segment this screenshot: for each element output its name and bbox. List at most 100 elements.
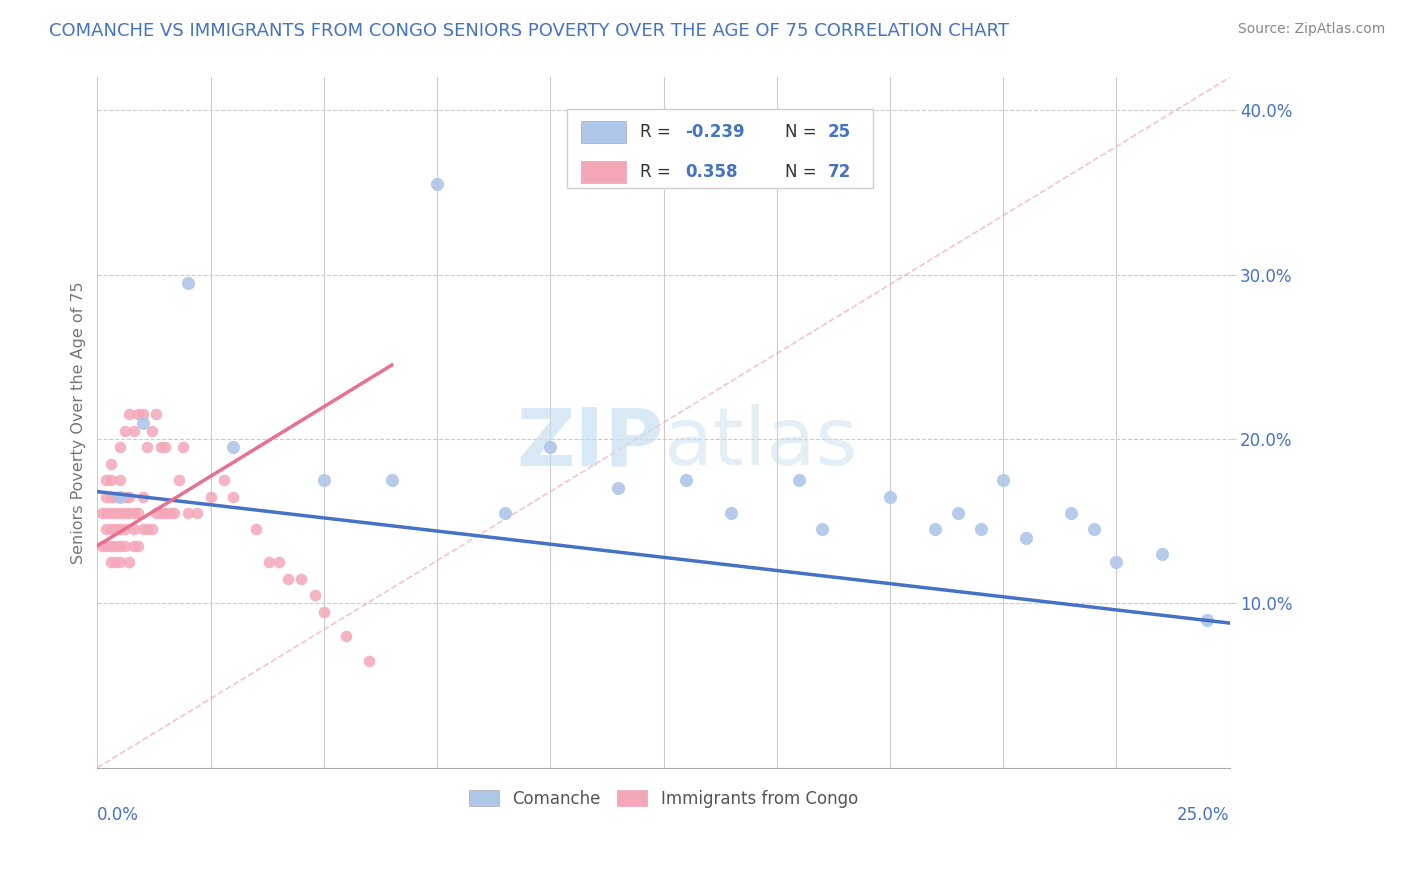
Point — [131, 490, 153, 504]
Text: atlas: atlas — [664, 404, 858, 483]
Point — [108, 522, 131, 536]
Point — [104, 555, 127, 569]
Point — [131, 522, 153, 536]
Point — [108, 555, 131, 569]
Legend: Comanche, Immigrants from Congo: Comanche, Immigrants from Congo — [463, 783, 865, 814]
Point — [381, 473, 404, 487]
Text: N =: N = — [785, 123, 821, 141]
Point — [993, 473, 1015, 487]
Point — [136, 440, 159, 454]
Point — [426, 178, 449, 192]
Point — [1060, 506, 1083, 520]
Point — [290, 572, 312, 586]
Point — [104, 539, 127, 553]
Point — [122, 424, 145, 438]
Point — [177, 276, 200, 290]
Point — [100, 539, 122, 553]
Point — [90, 506, 112, 520]
Point — [789, 473, 811, 487]
Point — [494, 506, 516, 520]
Text: R =: R = — [640, 162, 676, 181]
Text: Source: ZipAtlas.com: Source: ZipAtlas.com — [1237, 22, 1385, 37]
Point — [946, 506, 969, 520]
Point — [312, 605, 335, 619]
Point — [118, 555, 141, 569]
Point — [879, 490, 901, 504]
Bar — [581, 161, 626, 183]
Text: -0.239: -0.239 — [685, 123, 745, 141]
Point — [100, 490, 122, 504]
Point — [149, 506, 172, 520]
Point — [720, 506, 742, 520]
Point — [122, 522, 145, 536]
Point — [200, 490, 222, 504]
Bar — [581, 121, 626, 143]
Point — [1105, 555, 1128, 569]
Point — [969, 522, 991, 536]
Point — [304, 588, 326, 602]
Point — [96, 473, 118, 487]
Point — [122, 539, 145, 553]
Point — [277, 572, 299, 586]
Point — [159, 506, 181, 520]
Point — [222, 490, 245, 504]
Bar — [567, 109, 873, 188]
Point — [114, 539, 136, 553]
Point — [96, 490, 118, 504]
Point — [114, 522, 136, 536]
Point — [163, 506, 186, 520]
Point — [100, 506, 122, 520]
Point — [131, 416, 153, 430]
Point — [811, 522, 834, 536]
Point — [359, 654, 381, 668]
Point — [118, 506, 141, 520]
Text: 0.358: 0.358 — [685, 162, 738, 181]
Point — [131, 408, 153, 422]
Point — [114, 490, 136, 504]
Point — [1150, 547, 1173, 561]
Text: 72: 72 — [828, 162, 851, 181]
Point — [172, 440, 194, 454]
Point — [108, 539, 131, 553]
Point — [1195, 613, 1218, 627]
Point — [186, 506, 208, 520]
Point — [100, 555, 122, 569]
Point — [118, 408, 141, 422]
Y-axis label: Seniors Poverty Over the Age of 75: Seniors Poverty Over the Age of 75 — [72, 281, 86, 564]
Point — [312, 473, 335, 487]
Text: N =: N = — [785, 162, 821, 181]
Text: R =: R = — [640, 123, 676, 141]
Point — [141, 522, 163, 536]
Text: 25.0%: 25.0% — [1177, 805, 1230, 823]
Point — [114, 424, 136, 438]
Point — [259, 555, 281, 569]
Point — [136, 522, 159, 536]
Point — [155, 440, 177, 454]
Point — [127, 506, 149, 520]
Point — [267, 555, 290, 569]
Point — [108, 490, 131, 504]
Point — [104, 506, 127, 520]
Point — [100, 522, 122, 536]
Point — [114, 506, 136, 520]
Point — [108, 440, 131, 454]
Point — [145, 506, 167, 520]
Point — [96, 506, 118, 520]
Point — [108, 473, 131, 487]
Point — [149, 440, 172, 454]
Text: 0.0%: 0.0% — [97, 805, 139, 823]
Point — [167, 473, 190, 487]
Point — [90, 539, 112, 553]
Point — [924, 522, 946, 536]
Text: COMANCHE VS IMMIGRANTS FROM CONGO SENIORS POVERTY OVER THE AGE OF 75 CORRELATION: COMANCHE VS IMMIGRANTS FROM CONGO SENIOR… — [49, 22, 1010, 40]
Text: 25: 25 — [828, 123, 851, 141]
Point — [100, 457, 122, 471]
Point — [141, 424, 163, 438]
Point — [96, 522, 118, 536]
Point — [538, 440, 561, 454]
Point — [104, 490, 127, 504]
Point — [155, 506, 177, 520]
Point — [127, 408, 149, 422]
Point — [118, 490, 141, 504]
Point — [127, 539, 149, 553]
